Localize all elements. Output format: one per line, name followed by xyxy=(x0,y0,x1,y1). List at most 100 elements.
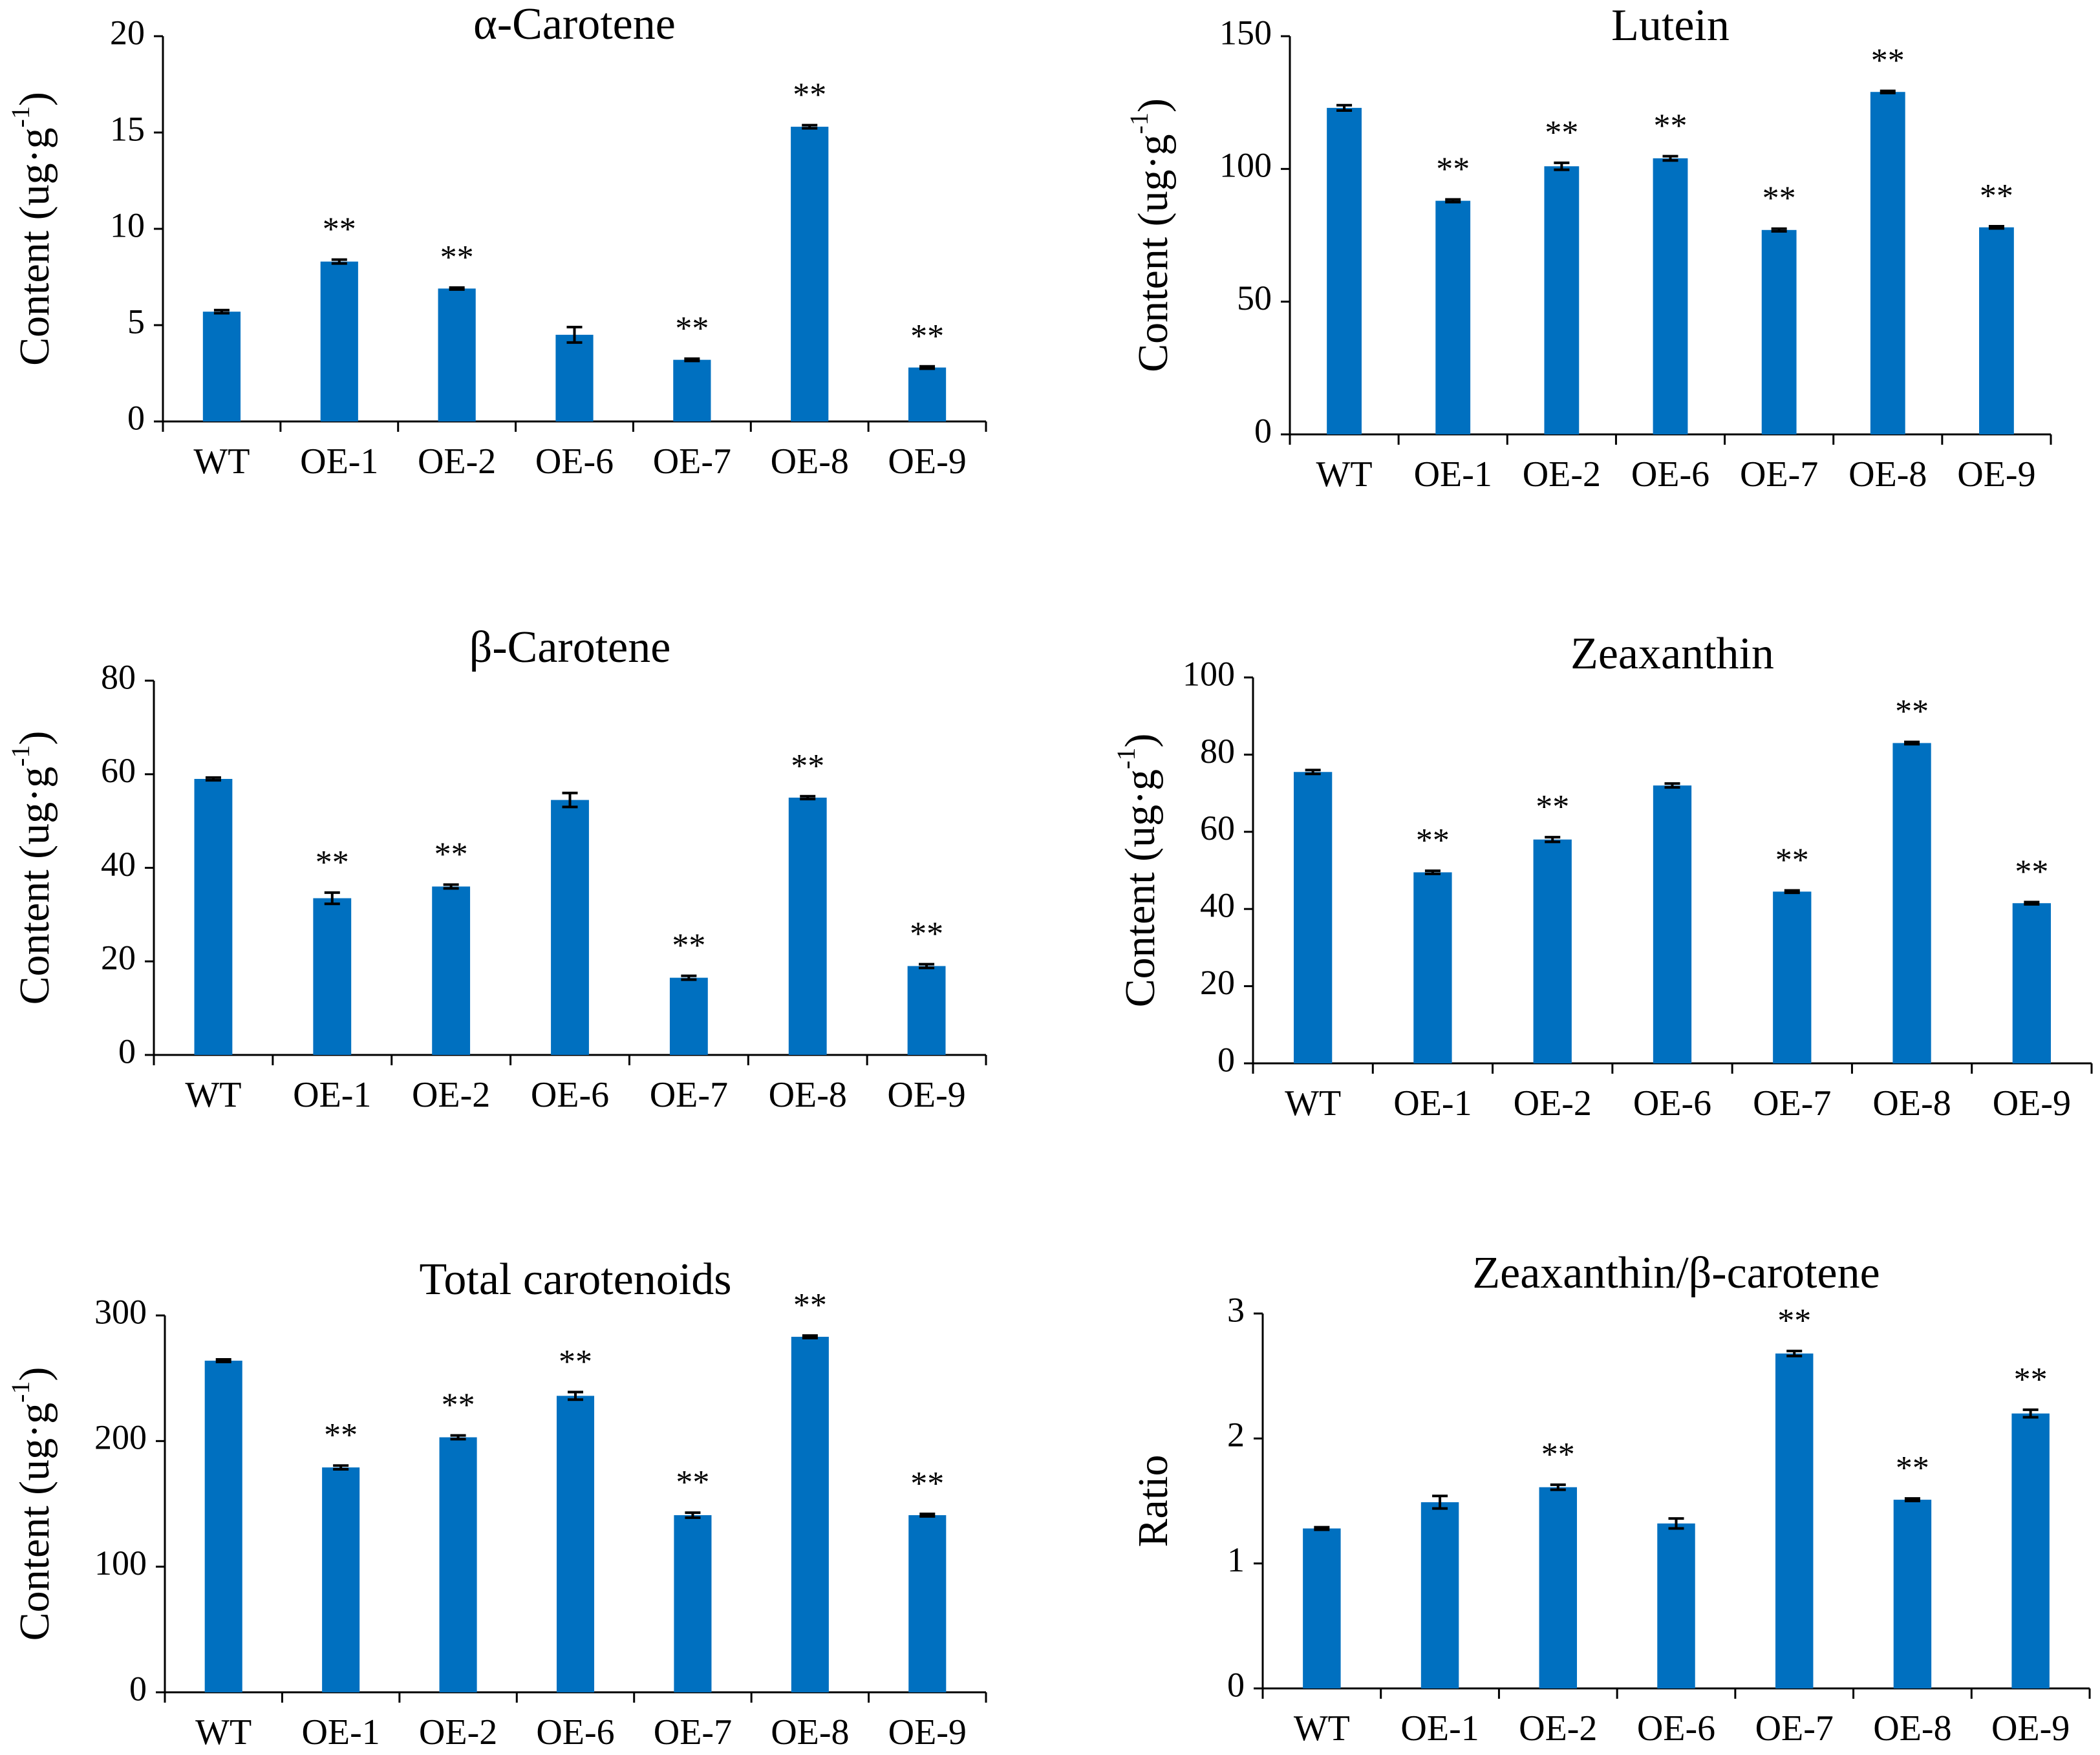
chart-panel-1: α-Carotene Content (ug·g-1) 0 5 10 15 20 WT ** OE… xyxy=(6,0,987,482)
significance-mark: ** xyxy=(793,77,826,114)
x-tick-label: OE-8 xyxy=(1872,1083,1951,1123)
x-tick-label: OE-6 xyxy=(1637,1708,1715,1749)
y-axis-label: Content (ug·g-1) xyxy=(1111,734,1164,1008)
x-tick-label: OE-7 xyxy=(1755,1708,1834,1749)
significance-mark: ** xyxy=(1980,178,2013,215)
bar-oe-8 xyxy=(1893,1500,1932,1688)
x-tick-label: OE-8 xyxy=(771,441,849,482)
bar-oe-8 xyxy=(788,797,827,1055)
significance-mark: ** xyxy=(1896,1450,1929,1487)
y-tick-label: 150 xyxy=(1219,13,1272,52)
y-tick-label: 50 xyxy=(1237,279,1272,317)
bar-wt xyxy=(202,312,241,421)
y-tick-label: 0 xyxy=(1227,1665,1245,1704)
bar-oe-7 xyxy=(669,977,708,1055)
error-bar xyxy=(800,794,816,801)
error-bar xyxy=(919,963,935,970)
y-axis-label: Content (ug·g-1) xyxy=(1124,98,1177,372)
chart-panel-3: β-Carotene Content (ug·g-1) 0 20 40 60 80 WT ** O… xyxy=(6,622,987,1115)
x-tick-label: OE-2 xyxy=(419,1712,497,1752)
significance-mark: ** xyxy=(1895,694,1929,730)
y-tick-label: 5 xyxy=(127,302,145,341)
bar-oe-1 xyxy=(313,898,352,1055)
x-tick-label: OE-6 xyxy=(1631,454,1709,495)
error-bar xyxy=(333,1464,349,1471)
significance-mark: ** xyxy=(1416,822,1450,859)
y-tick-label: 20 xyxy=(101,939,136,977)
y-tick-label: 1 xyxy=(1227,1540,1245,1579)
bar-oe-2 xyxy=(1539,1487,1578,1688)
x-tick-label: OE-1 xyxy=(1400,1708,1479,1749)
significance-mark: ** xyxy=(1541,1436,1575,1473)
significance-mark: ** xyxy=(1536,789,1569,825)
x-tick-label: WT xyxy=(195,1712,252,1752)
y-tick-label: 300 xyxy=(94,1292,147,1331)
error-bar xyxy=(1784,889,1800,895)
error-bar xyxy=(681,974,697,981)
significance-mark: ** xyxy=(1871,43,1905,80)
x-tick-label: OE-2 xyxy=(1519,1708,1597,1749)
bar-oe-9 xyxy=(908,367,947,421)
x-tick-label: OE-7 xyxy=(650,1075,728,1115)
y-axis-label: Content (ug·g-1) xyxy=(6,731,58,1005)
error-bar xyxy=(1880,89,1896,94)
error-bar xyxy=(566,325,583,344)
significance-mark: ** xyxy=(1436,151,1470,188)
y-tick-label: 0 xyxy=(118,1032,136,1070)
significance-mark: ** xyxy=(672,928,705,964)
error-bar xyxy=(684,357,700,363)
x-tick-label: OE-9 xyxy=(1991,1708,2070,1749)
bar-wt xyxy=(204,1360,242,1692)
x-tick-label: OE-8 xyxy=(1848,454,1927,495)
significance-mark: ** xyxy=(910,916,943,953)
y-tick-label: 100 xyxy=(94,1544,147,1582)
significance-mark: ** xyxy=(434,836,468,873)
y-tick-label: 0 xyxy=(129,1669,147,1708)
y-tick-label: 40 xyxy=(101,845,136,884)
x-tick-label: OE-9 xyxy=(1993,1083,2071,1123)
significance-mark: ** xyxy=(2014,1361,2048,1398)
x-tick-label: OE-1 xyxy=(300,441,378,482)
x-tick-label: OE-1 xyxy=(301,1712,380,1752)
chart-title: Lutein xyxy=(1611,1,1730,50)
x-tick-label: OE-7 xyxy=(654,1712,732,1752)
error-bar xyxy=(449,286,465,291)
bar-oe-1 xyxy=(320,261,358,421)
error-bar xyxy=(1988,225,2004,230)
x-tick-label: OE-2 xyxy=(418,441,496,482)
bar-wt xyxy=(194,778,233,1055)
bar-oe-9 xyxy=(908,1515,947,1692)
error-bar xyxy=(324,891,340,906)
x-tick-label: WT xyxy=(1316,454,1373,495)
y-tick-label: 2 xyxy=(1227,1416,1245,1454)
x-tick-label: OE-1 xyxy=(1393,1083,1472,1123)
bar-wt xyxy=(1327,107,1362,434)
significance-mark: ** xyxy=(559,1344,592,1381)
significance-mark: ** xyxy=(675,310,709,347)
x-tick-label: WT xyxy=(1294,1708,1350,1749)
error-bar xyxy=(1314,1526,1330,1531)
bar-oe-1 xyxy=(322,1467,360,1692)
bar-oe-6 xyxy=(556,1396,595,1692)
bar-oe-8 xyxy=(1892,743,1931,1063)
error-bar xyxy=(1664,782,1680,789)
x-tick-label: OE-7 xyxy=(653,441,731,482)
bar-oe-7 xyxy=(674,1515,712,1692)
error-bar xyxy=(1336,103,1353,112)
y-tick-label: 200 xyxy=(94,1418,147,1457)
chart-panel-2: Lutein Content (ug·g-1) 0 50 100 150 WT ** OE-1 *… xyxy=(1124,1,2052,495)
bar-oe-2 xyxy=(432,886,471,1055)
significance-mark: ** xyxy=(793,1287,827,1324)
significance-mark: ** xyxy=(1777,1303,1811,1339)
bar-oe-9 xyxy=(2012,903,2052,1063)
x-tick-label: OE-9 xyxy=(888,441,966,482)
error-bar xyxy=(2022,1408,2039,1419)
error-bar xyxy=(1904,1497,1920,1502)
error-bar xyxy=(2024,900,2040,906)
error-bar xyxy=(562,791,578,809)
chart-panel-6: Zeaxanthin/β-carotene Ratio 0 1 2 3 WT OE-1 ** OE… xyxy=(1130,1248,2091,1749)
bar-oe-7 xyxy=(1775,1353,1814,1688)
x-tick-label: OE-1 xyxy=(1414,454,1492,495)
error-bar xyxy=(1662,154,1678,162)
bar-oe-6 xyxy=(551,800,589,1055)
